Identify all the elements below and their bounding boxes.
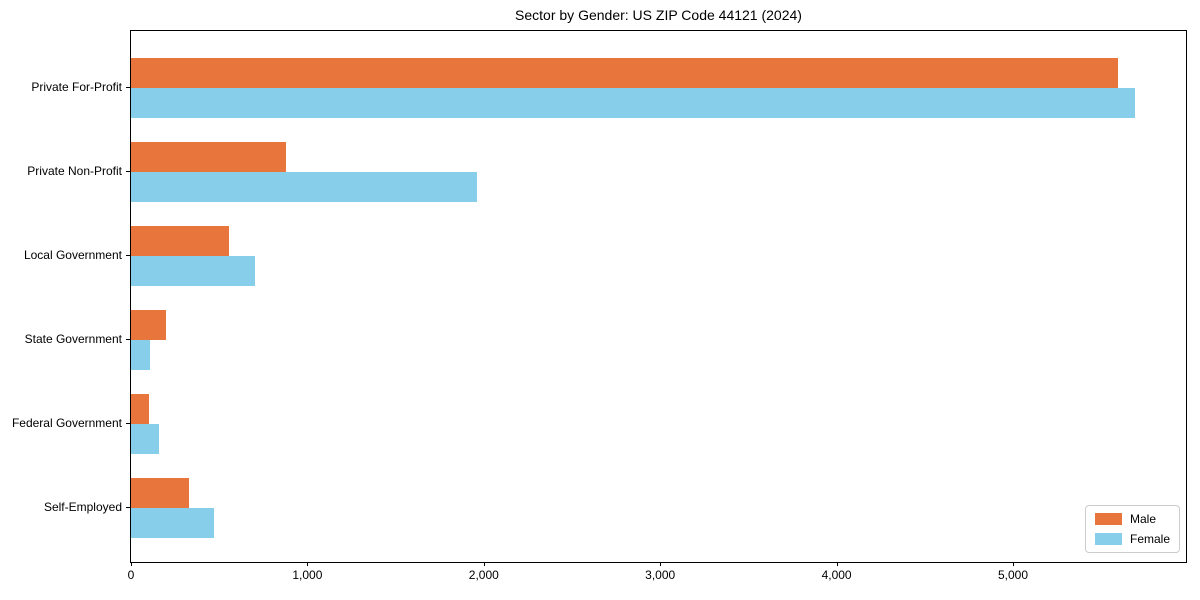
- plot-area: Male Female: [130, 30, 1187, 563]
- x-tick-3: [660, 562, 662, 566]
- legend-swatch-female: [1094, 533, 1122, 545]
- x-tick-label: 4,000: [821, 568, 852, 582]
- y-tick-label: Local Government: [23, 248, 122, 262]
- x-tick-label: 3,000: [645, 568, 676, 582]
- legend-item-female: Female: [1094, 532, 1170, 546]
- bar-female-2: [131, 256, 255, 286]
- x-tick-1: [307, 562, 309, 566]
- y-tick-0: [126, 87, 130, 88]
- x-tick-label: 5,000: [997, 568, 1029, 582]
- y-tick-label: State Government: [24, 332, 122, 346]
- x-tick-label: 0: [127, 568, 135, 582]
- y-tick-label: Self-Employed: [43, 500, 122, 514]
- y-tick-3: [126, 339, 130, 340]
- legend-label: Male: [1129, 512, 1156, 526]
- x-tick-4: [836, 562, 838, 566]
- y-tick-label: Federal Government: [11, 416, 122, 430]
- legend: Male Female: [1084, 505, 1180, 553]
- bar-male-3: [131, 310, 167, 340]
- bar-male-1: [131, 142, 287, 172]
- y-tick-5: [126, 507, 130, 508]
- legend-swatch-male: [1094, 513, 1122, 525]
- y-tick-2: [126, 255, 130, 256]
- bar-female-5: [131, 508, 214, 538]
- bar-female-4: [131, 424, 160, 454]
- y-tick-4: [126, 423, 130, 424]
- y-tick-label: Private Non-Profit: [27, 164, 122, 178]
- x-tick-label: 2,000: [468, 568, 499, 582]
- x-tick-5: [1013, 562, 1014, 566]
- bar-female-1: [131, 172, 477, 202]
- x-tick-label: 1,000: [292, 568, 323, 582]
- legend-label: Female: [1129, 532, 1170, 546]
- x-tick-2: [483, 562, 485, 566]
- x-tick-0: [131, 562, 132, 566]
- legend-item-male: Male: [1094, 512, 1170, 526]
- bar-male-5: [131, 478, 190, 508]
- chart-title: Sector by Gender: US ZIP Code 44121 (202…: [515, 7, 802, 23]
- bar-male-0: [131, 58, 1118, 88]
- bar-female-3: [131, 340, 151, 370]
- y-tick-1: [126, 171, 130, 172]
- y-tick-label: Private For-Profit: [31, 80, 122, 94]
- bar-male-4: [131, 394, 149, 424]
- bar-female-0: [131, 88, 1135, 118]
- bar-male-2: [131, 226, 229, 256]
